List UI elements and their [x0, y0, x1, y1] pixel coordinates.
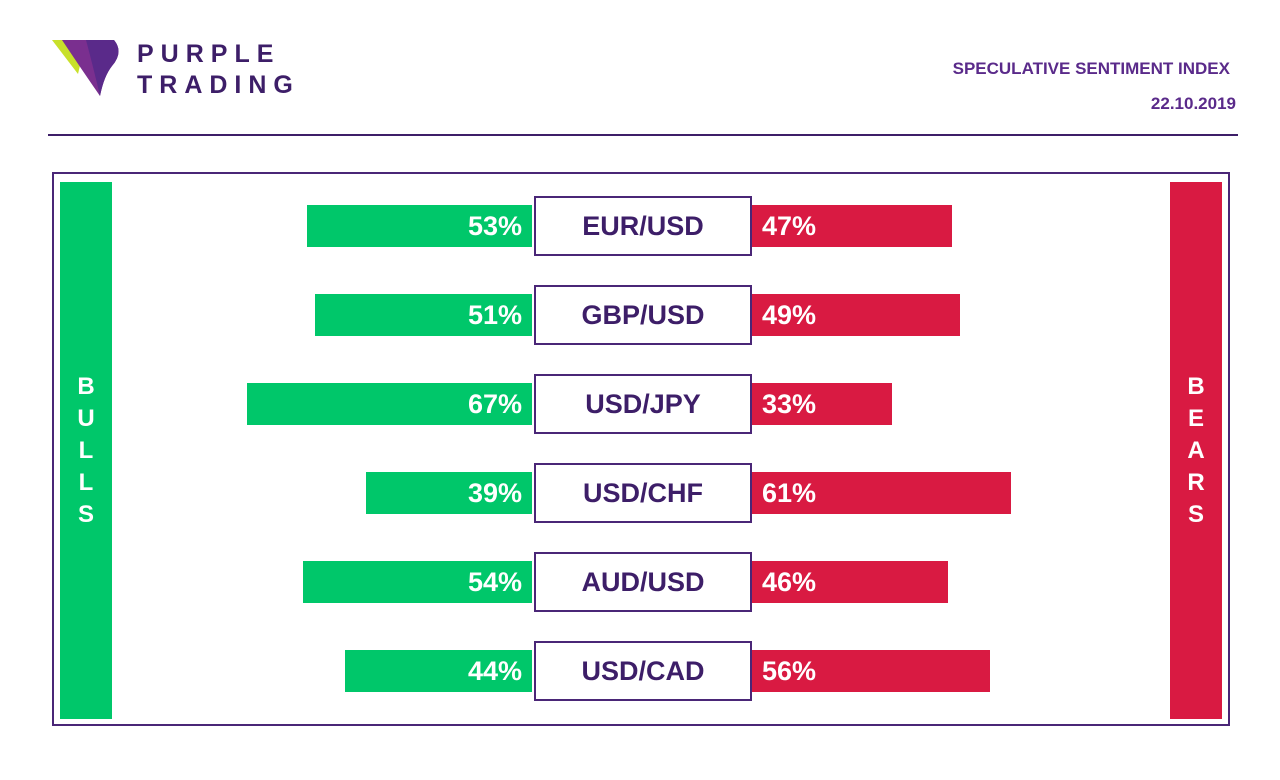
bulls-value-label: 67%: [467, 389, 522, 419]
bears-bar: 56%: [752, 650, 990, 692]
currency-pair-label: USD/CAD: [534, 641, 752, 701]
bulls-bar: 39%: [366, 472, 532, 514]
sentiment-row: 67% 33% USD/JPY: [54, 374, 1228, 434]
bulls-bar: 44%: [345, 650, 532, 692]
currency-pair-label: USD/CHF: [534, 463, 752, 523]
sentiment-chart: BULLS BEARS 53% 47% EUR/USD 51% 49% GBP/USD 67…: [52, 172, 1230, 726]
purple-trading-logo: [52, 40, 119, 96]
bulls-value-label: 39%: [467, 478, 522, 508]
bears-value-label: 56%: [762, 656, 817, 686]
bears-side-bar: BEARS: [1170, 182, 1222, 719]
chart-title: SPECULATIVE SENTIMENT INDEX: [952, 59, 1230, 78]
brand-name-line-2: TRADING: [137, 71, 300, 99]
sentiment-row: 44% 56% USD/CAD: [54, 641, 1228, 701]
brand-name-line-1: PURPLE: [137, 40, 281, 68]
bears-value-label: 49%: [762, 300, 817, 330]
bulls-value-label: 54%: [467, 567, 522, 597]
sentiment-row: 51% 49% GBP/USD: [54, 285, 1228, 345]
bulls-bar: 67%: [247, 383, 532, 425]
header-divider: [48, 134, 1238, 136]
bulls-side-bar: BULLS: [60, 182, 112, 719]
bulls-value-label: 53%: [467, 211, 522, 241]
bears-value-label: 46%: [762, 567, 817, 597]
bulls-bar: 51%: [315, 294, 532, 336]
bulls-bar: 53%: [306, 205, 532, 247]
bulls-bar: 54%: [302, 561, 532, 603]
bears-bar: 49%: [752, 294, 961, 336]
bears-value-label: 47%: [762, 211, 817, 241]
bears-label: BEARS: [1187, 372, 1205, 528]
sentiment-row: 54% 46% AUD/USD: [54, 552, 1228, 612]
sentiment-row: 53% 47% EUR/USD: [54, 196, 1228, 256]
bulls-value-label: 44%: [467, 656, 522, 686]
bulls-value-label: 51%: [467, 300, 522, 330]
bears-bar: 33%: [752, 383, 893, 425]
bears-bar: 46%: [752, 561, 948, 603]
currency-pair-label: USD/JPY: [534, 374, 752, 434]
bears-value-label: 61%: [762, 478, 817, 508]
bulls-label: BULLS: [77, 372, 95, 528]
currency-pair-label: EUR/USD: [534, 196, 752, 256]
chart-date: 22.10.2019: [1150, 94, 1236, 113]
currency-pair-label: AUD/USD: [534, 552, 752, 612]
currency-pair-label: GBP/USD: [534, 285, 752, 345]
bears-bar: 61%: [752, 472, 1012, 514]
bears-value-label: 33%: [762, 389, 817, 419]
sentiment-row: 39% 61% USD/CHF: [54, 463, 1228, 523]
bears-bar: 47%: [752, 205, 952, 247]
